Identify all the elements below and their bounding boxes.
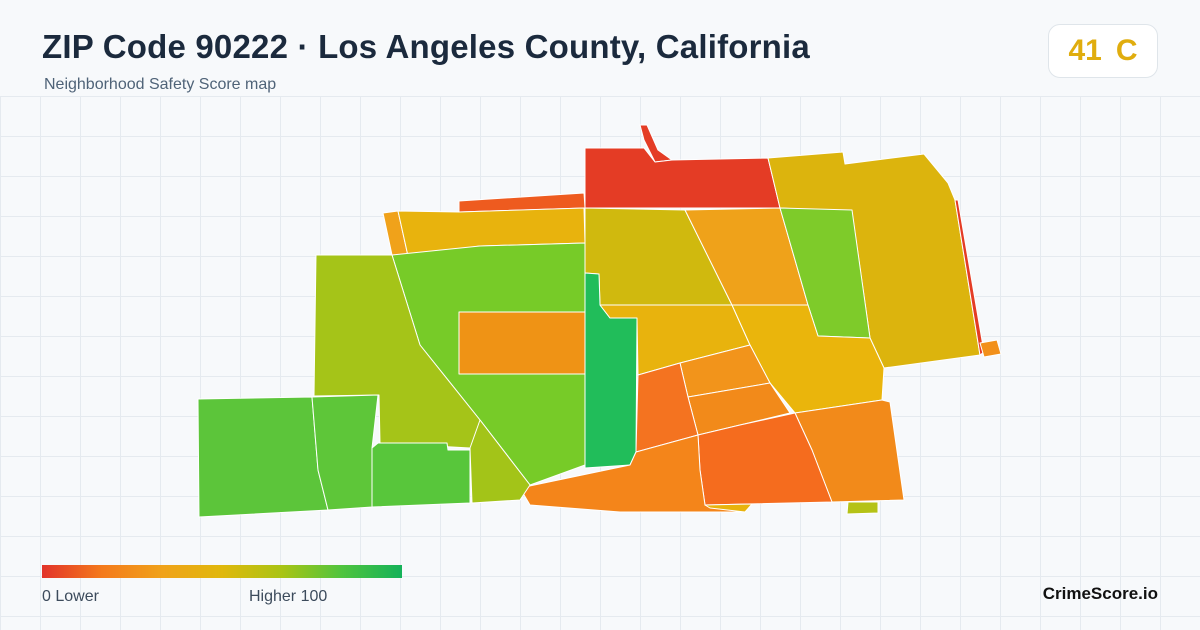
map-region-center-orange-block[interactable]	[458, 311, 586, 375]
brand-logo[interactable]: CrimeScore.io	[1042, 584, 1158, 603]
score-grade: C	[1115, 34, 1138, 67]
map-region-southwest-green[interactable]	[197, 396, 329, 518]
legend-gradient	[42, 565, 402, 578]
legend-min-label: 0 Lower	[42, 588, 99, 605]
map-region-center-orange-red[interactable]	[635, 362, 699, 453]
score-value: 41	[1068, 34, 1102, 67]
map-region-tiny-orange-east[interactable]	[979, 339, 1002, 358]
page-title: ZIP Code 90222 · Los Angeles County, Cal…	[42, 28, 810, 65]
map-region-tiny-olive-south[interactable]	[846, 501, 879, 515]
map-region-south-green-small[interactable]	[371, 442, 471, 508]
legend-color-bar	[42, 565, 402, 578]
safety-score-badge: 41 C	[1048, 24, 1158, 78]
map-region-tiny-yellow-south[interactable]	[704, 503, 753, 513]
map-region-south-olive[interactable]	[469, 419, 531, 504]
header: ZIP Code 90222 · Los Angeles County, Cal…	[0, 0, 1200, 96]
map-region-north-central[interactable]	[584, 147, 781, 209]
legend-max-label: Higher 100	[249, 588, 328, 605]
page-subtitle: Neighborhood Safety Score map	[44, 76, 277, 93]
